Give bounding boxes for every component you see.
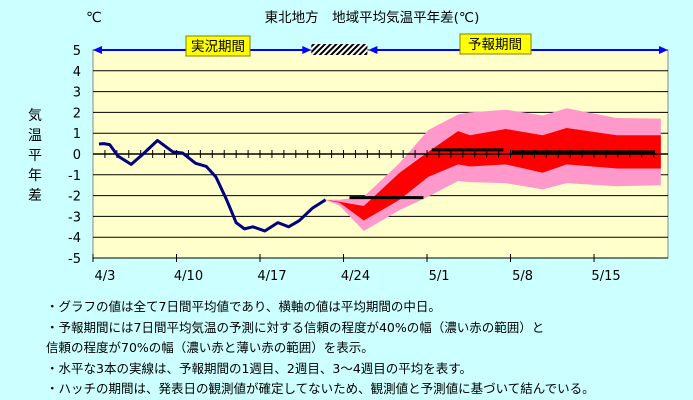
y-axis-label-char: 差 bbox=[28, 188, 42, 204]
y-tick-label: -1 bbox=[68, 169, 81, 184]
x-tick-label: 4/17 bbox=[257, 269, 286, 284]
forecast-period-box bbox=[459, 33, 532, 55]
y-tick-label: -4 bbox=[68, 231, 81, 246]
y-axis-label-char: 年 bbox=[28, 168, 42, 184]
unit-label: ℃ bbox=[86, 10, 102, 26]
x-tick-label: 5/1 bbox=[429, 269, 450, 284]
y-tick-label: -5 bbox=[68, 252, 81, 267]
temperature-anomaly-chart: ℃ 東北地方 地域平均気温平年差(℃) 5 4 3 2 1 0 -1 -2 -3 -4 -5 気温平年… bbox=[28, 10, 669, 284]
x-tick-label: 4/24 bbox=[341, 269, 370, 284]
x-tick-label: 4/3 bbox=[95, 269, 116, 284]
y-tick-label: 5 bbox=[73, 44, 81, 59]
note-3: 信頼の程度が70%の幅（濃い赤と薄い赤の範囲）を表示。 bbox=[46, 340, 374, 355]
note-5: ・ハッチの期間は、発表日の観測値が確定してないため、観測値と予測値に基づいて結ん… bbox=[46, 381, 595, 396]
y-tick-label: 1 bbox=[73, 127, 81, 142]
y-tick-label: 4 bbox=[73, 65, 81, 80]
note-1: ・グラフの値は全て7日間平均値であり、横軸の値は平均期間の中日。 bbox=[46, 299, 441, 314]
y-axis-label-char: 温 bbox=[28, 128, 42, 144]
note-4: ・水平な3本の実線は、予報期間の1週目、2週目、3〜4週目の平均を表す。 bbox=[46, 360, 473, 376]
arrowhead bbox=[368, 46, 378, 54]
y-tick-label: 2 bbox=[73, 106, 81, 121]
y-axis-label-char: 平 bbox=[28, 148, 42, 164]
hatch-period bbox=[311, 44, 368, 55]
y-tick-label: -2 bbox=[68, 190, 81, 205]
observed-line bbox=[98, 138, 327, 233]
y-tick-label: 0 bbox=[73, 148, 81, 163]
notes: ・グラフの値は全て7日間平均値であり、横軸の値は平均期間の中日。 ・予報期間には… bbox=[46, 297, 595, 400]
x-tick-label: 4/10 bbox=[174, 269, 203, 284]
observed-period-box bbox=[185, 35, 251, 57]
forecast-period-label: 予報期間 bbox=[468, 37, 522, 53]
y-tick-label: -3 bbox=[68, 210, 81, 225]
x-tick-label: 5/15 bbox=[591, 269, 620, 284]
y-tick-label: 3 bbox=[73, 86, 81, 101]
chart-title: 東北地方 地域平均気温平年差(℃) bbox=[265, 10, 480, 26]
note-2: ・予報期間には7日間平均気温の予測に対する信頼の程度が40%の幅（濃い赤の範囲）… bbox=[46, 319, 545, 335]
arrowhead bbox=[302, 46, 312, 54]
observed-period-label: 実況期間 bbox=[191, 39, 245, 55]
y-axis-label-char: 気 bbox=[28, 108, 42, 124]
arrowhead bbox=[93, 46, 102, 54]
x-tick-label: 5/8 bbox=[512, 269, 533, 284]
arrowhead bbox=[659, 46, 668, 54]
